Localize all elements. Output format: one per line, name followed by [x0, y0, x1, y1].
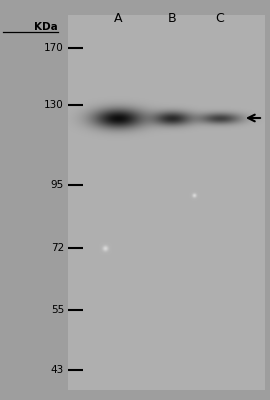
- Text: 170: 170: [44, 43, 64, 53]
- Text: B: B: [168, 12, 176, 25]
- Text: 95: 95: [51, 180, 64, 190]
- Text: 55: 55: [51, 305, 64, 315]
- Text: A: A: [114, 12, 122, 25]
- Text: C: C: [216, 12, 224, 25]
- Text: 72: 72: [51, 243, 64, 253]
- Text: 130: 130: [44, 100, 64, 110]
- Text: KDa: KDa: [34, 22, 58, 32]
- Text: 43: 43: [51, 365, 64, 375]
